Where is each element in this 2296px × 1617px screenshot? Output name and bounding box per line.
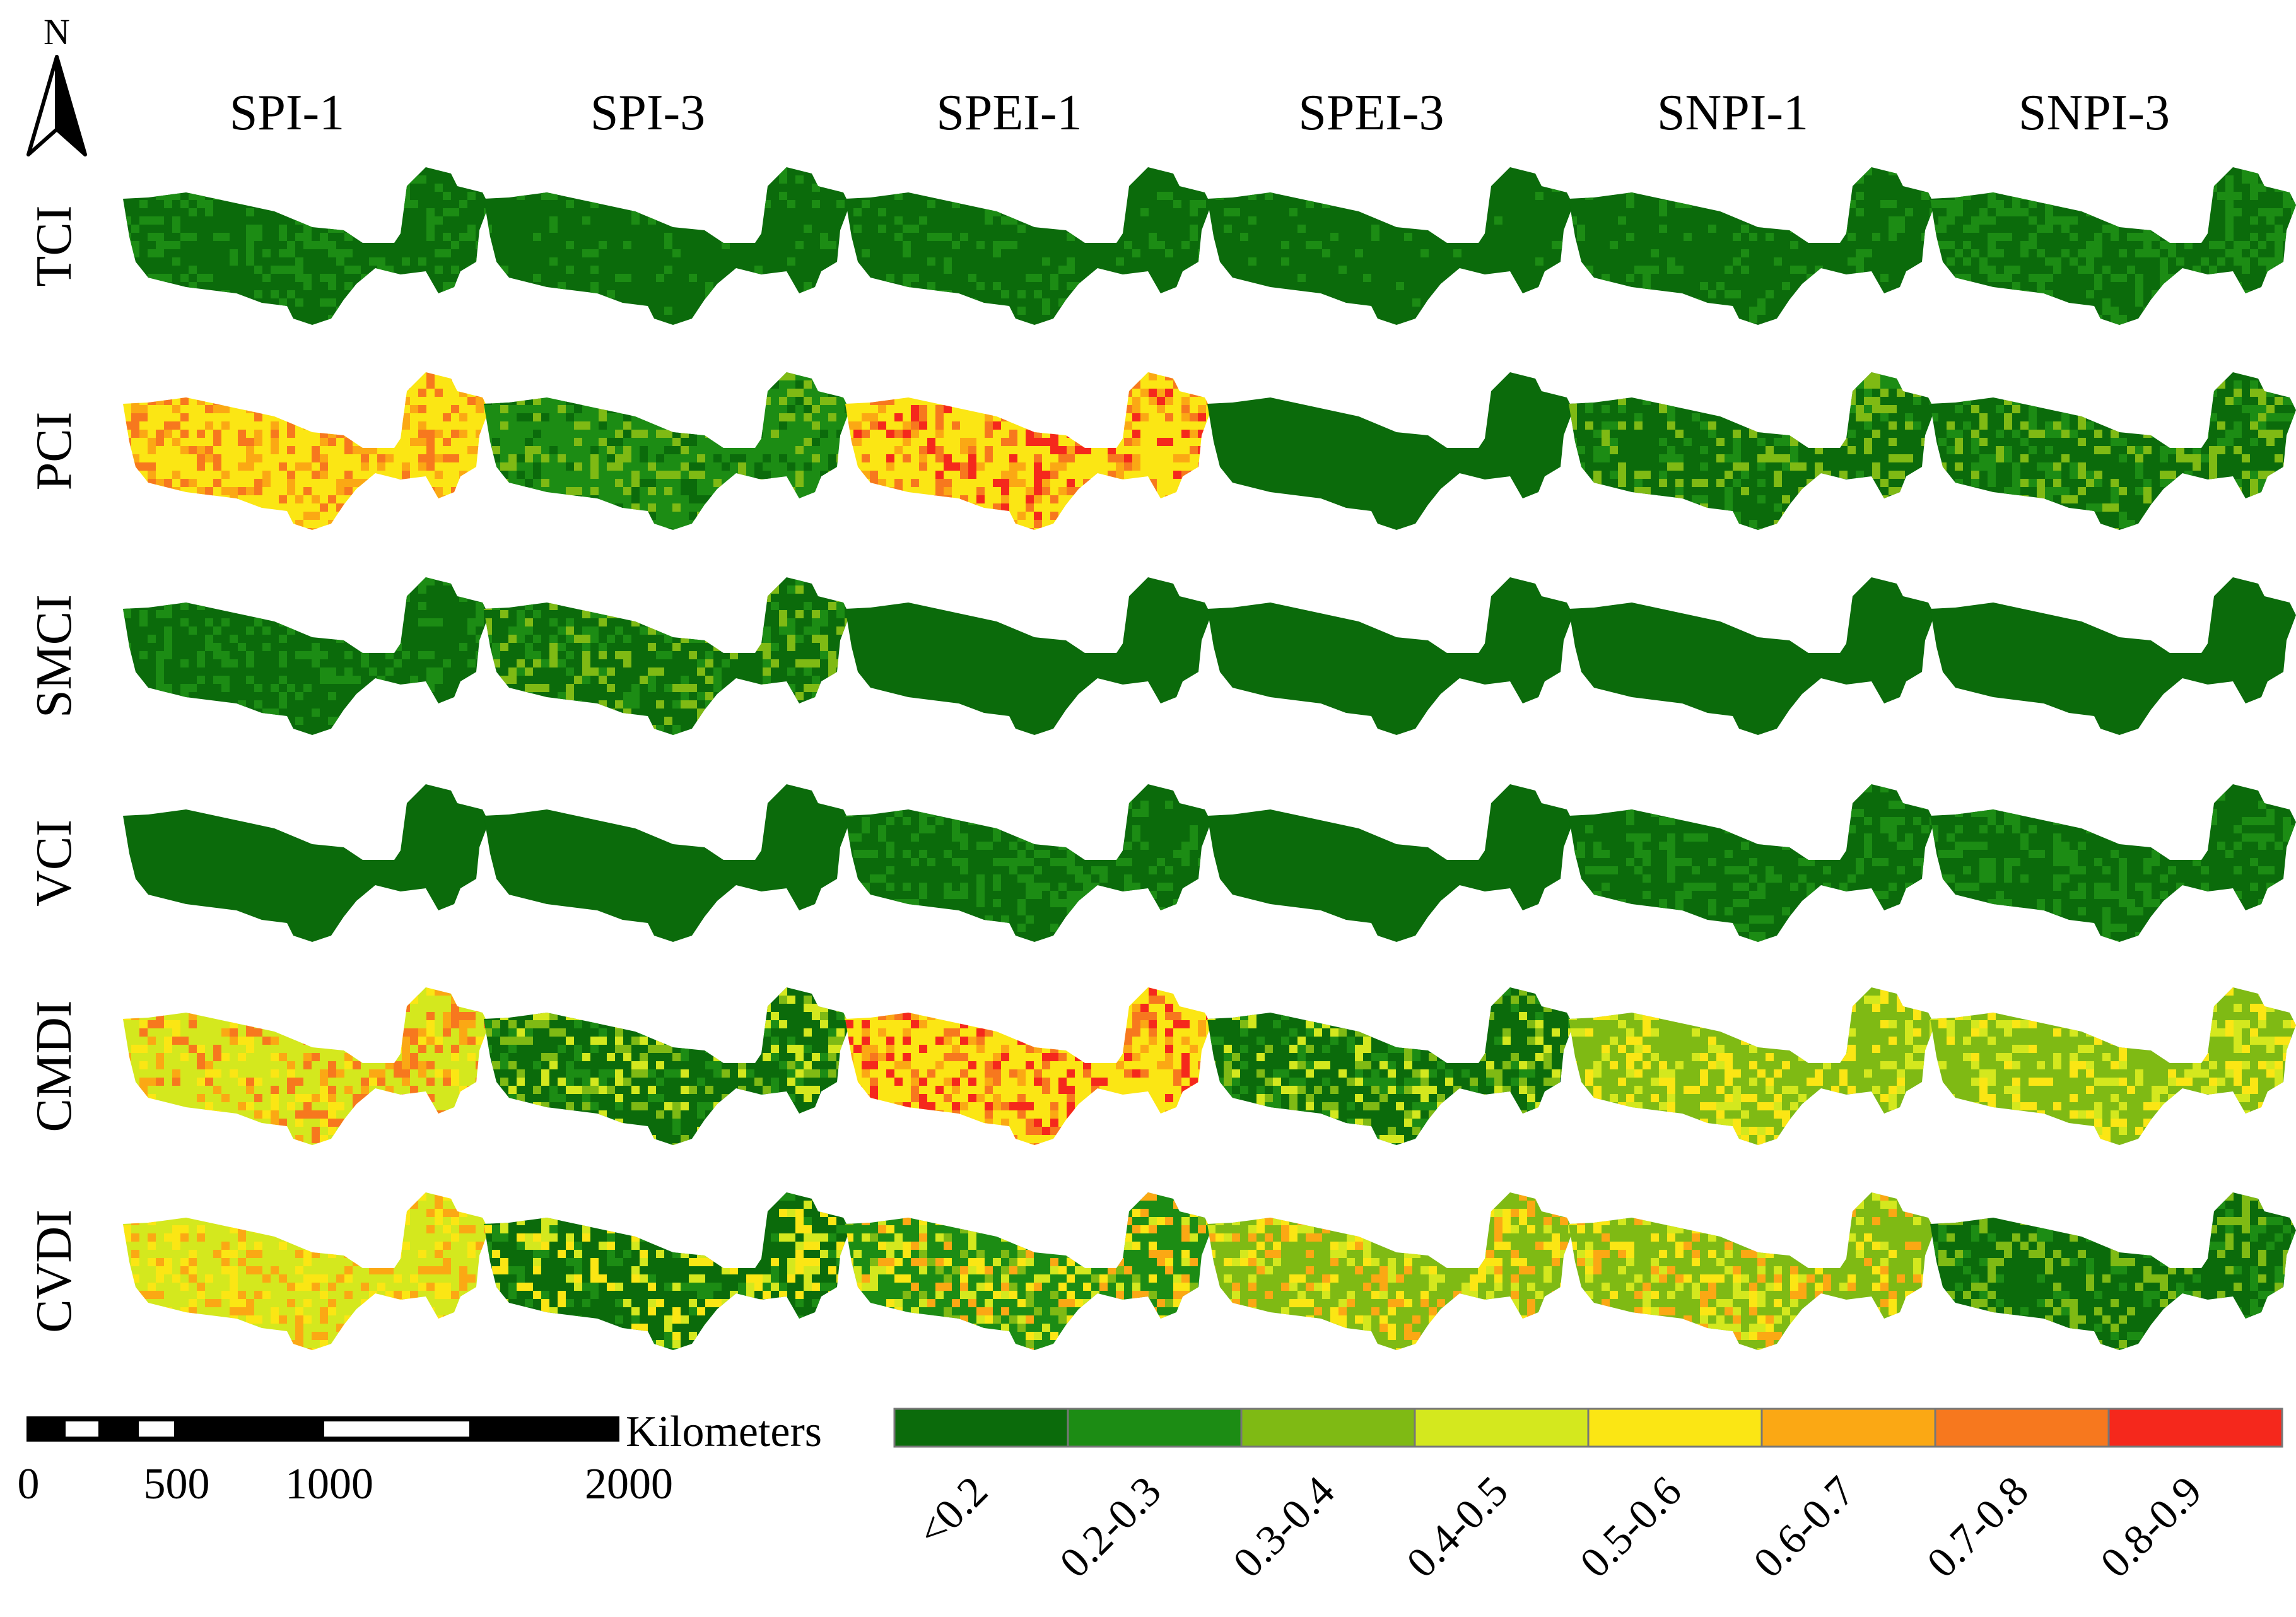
column-header-snpi-3: SNPI-3: [2018, 85, 2170, 141]
row-header-tci: TCI: [26, 206, 82, 287]
legend-label-2: 0.3-0.4: [1224, 1467, 1344, 1587]
column-header-spi-1: SPI-1: [230, 85, 344, 141]
map-panel-smci-spi-3: [484, 577, 850, 735]
map-panel-vci-spi-3: [484, 784, 850, 942]
scale-bar-segment-a: [66, 1421, 98, 1437]
legend-swatch-1: [1067, 1408, 1243, 1448]
map-panel-cvdi-spi-1: [123, 1192, 489, 1350]
column-header-spi-3: SPI-3: [590, 85, 705, 141]
legend-swatch-6: [1934, 1408, 2110, 1448]
map-panel-pci-spei-1: [845, 372, 1211, 530]
legend-label-1: 0.2-0.3: [1050, 1467, 1170, 1587]
scale-bar-tick-0: 0: [18, 1460, 40, 1508]
map-panel-smci-snpi-3: [1930, 577, 2296, 735]
scale-bar-outline: [26, 1416, 619, 1442]
row-headers: TCI PCI SMCI VCI CMDI CVDI: [26, 206, 82, 1333]
scale-bar-tick-1000: 1000: [285, 1460, 373, 1508]
map-panel-cmdi-spi-1: [123, 987, 489, 1145]
north-arrow-right-half: [55, 55, 87, 156]
map-panel-cvdi-spi-3: [484, 1192, 850, 1350]
row-header-cvdi: CVDI: [26, 1209, 82, 1333]
legend-label-0: <0.2: [908, 1467, 997, 1556]
row-header-smci: SMCI: [26, 594, 82, 718]
map-panel-vci-spei-3: [1207, 784, 1573, 942]
legend-label-3: 0.4-0.5: [1397, 1467, 1517, 1587]
row-header-vci: VCI: [26, 820, 82, 907]
north-arrow-label: N: [44, 11, 70, 52]
map-panel-cvdi-spei-1: [845, 1192, 1211, 1350]
legend-label-4: 0.5-0.6: [1571, 1467, 1690, 1587]
map-panel-tci-spei-1: [845, 167, 1211, 325]
legend-label-7: 0.8-0.9: [2091, 1467, 2211, 1587]
map-panel-smci-spi-1: [123, 577, 489, 735]
legend-swatch-0: [893, 1408, 1069, 1448]
map-panel-cmdi-snpi-3: [1930, 987, 2296, 1145]
color-legend: <0.2 0.2-0.3 0.3-0.4 0.4-0.5 0.5-0.6 0.6-0.7 0…: [893, 1408, 2283, 1587]
map-panel-tci-snpi-3: [1930, 167, 2296, 325]
map-panel-pci-spi-1: [123, 372, 489, 530]
map-panel-vci-spei-1: [845, 784, 1211, 942]
map-panel-pci-spi-3: [484, 372, 850, 530]
legend-swatch-4: [1587, 1408, 1763, 1448]
map-panel-smci-spei-1: [845, 577, 1211, 735]
map-panel-pci-spei-3: [1207, 372, 1573, 530]
scale-bar-unit: Kilometers: [626, 1408, 822, 1456]
scale-bar-segment-b: [139, 1421, 174, 1437]
map-panel-pci-snpi-1: [1569, 372, 1935, 530]
map-panel-cmdi-spi-3: [484, 987, 850, 1145]
map-panel-tci-spi-3: [484, 167, 850, 325]
map-panel-pci-snpi-3: [1930, 372, 2296, 530]
map-panel-smci-spei-3: [1207, 577, 1573, 735]
map-panel-cvdi-snpi-3: [1930, 1192, 2296, 1350]
legend-label-5: 0.6-0.7: [1744, 1467, 1864, 1587]
map-panels: [123, 167, 2296, 1350]
map-panel-cmdi-snpi-1: [1569, 987, 1935, 1145]
column-header-spei-1: SPEI-1: [936, 85, 1082, 141]
north-arrow: N: [26, 11, 87, 156]
row-header-cmdi: CMDI: [26, 1001, 82, 1132]
scale-bar: Kilometers 0 500 1000 2000: [18, 1408, 823, 1508]
map-panel-smci-snpi-1: [1569, 577, 1935, 735]
map-panel-vci-spi-1: [123, 784, 489, 942]
map-panel-cvdi-spei-3: [1207, 1192, 1573, 1350]
legend-swatch-7: [2107, 1408, 2283, 1448]
map-panel-cmdi-spei-1: [845, 987, 1211, 1145]
scale-bar-tick-2000: 2000: [585, 1460, 673, 1508]
column-header-spei-3: SPEI-3: [1298, 85, 1444, 141]
north-arrow-left-half: [26, 55, 59, 156]
legend-swatch-3: [1414, 1408, 1590, 1448]
map-panel-vci-snpi-3: [1930, 784, 2296, 942]
scale-bar-segment-c: [324, 1421, 469, 1437]
map-panel-vci-snpi-1: [1569, 784, 1935, 942]
row-header-pci: PCI: [26, 412, 82, 491]
map-panel-cvdi-snpi-1: [1569, 1192, 1935, 1350]
legend-swatch-5: [1760, 1408, 1936, 1448]
legend-label-6: 0.7-0.8: [1918, 1467, 2037, 1587]
map-panel-cmdi-spei-3: [1207, 987, 1573, 1145]
map-panel-tci-spei-3: [1207, 167, 1573, 325]
scale-bar-tick-500: 500: [144, 1460, 210, 1508]
map-panel-tci-snpi-1: [1569, 167, 1935, 325]
column-headers: SPI-1 SPI-3 SPEI-1 SPEI-3 SNPI-1 SNPI-3: [230, 85, 2170, 141]
legend-swatch-2: [1240, 1408, 1416, 1448]
column-header-snpi-1: SNPI-1: [1657, 85, 1808, 141]
map-panel-tci-spi-1: [123, 167, 489, 325]
